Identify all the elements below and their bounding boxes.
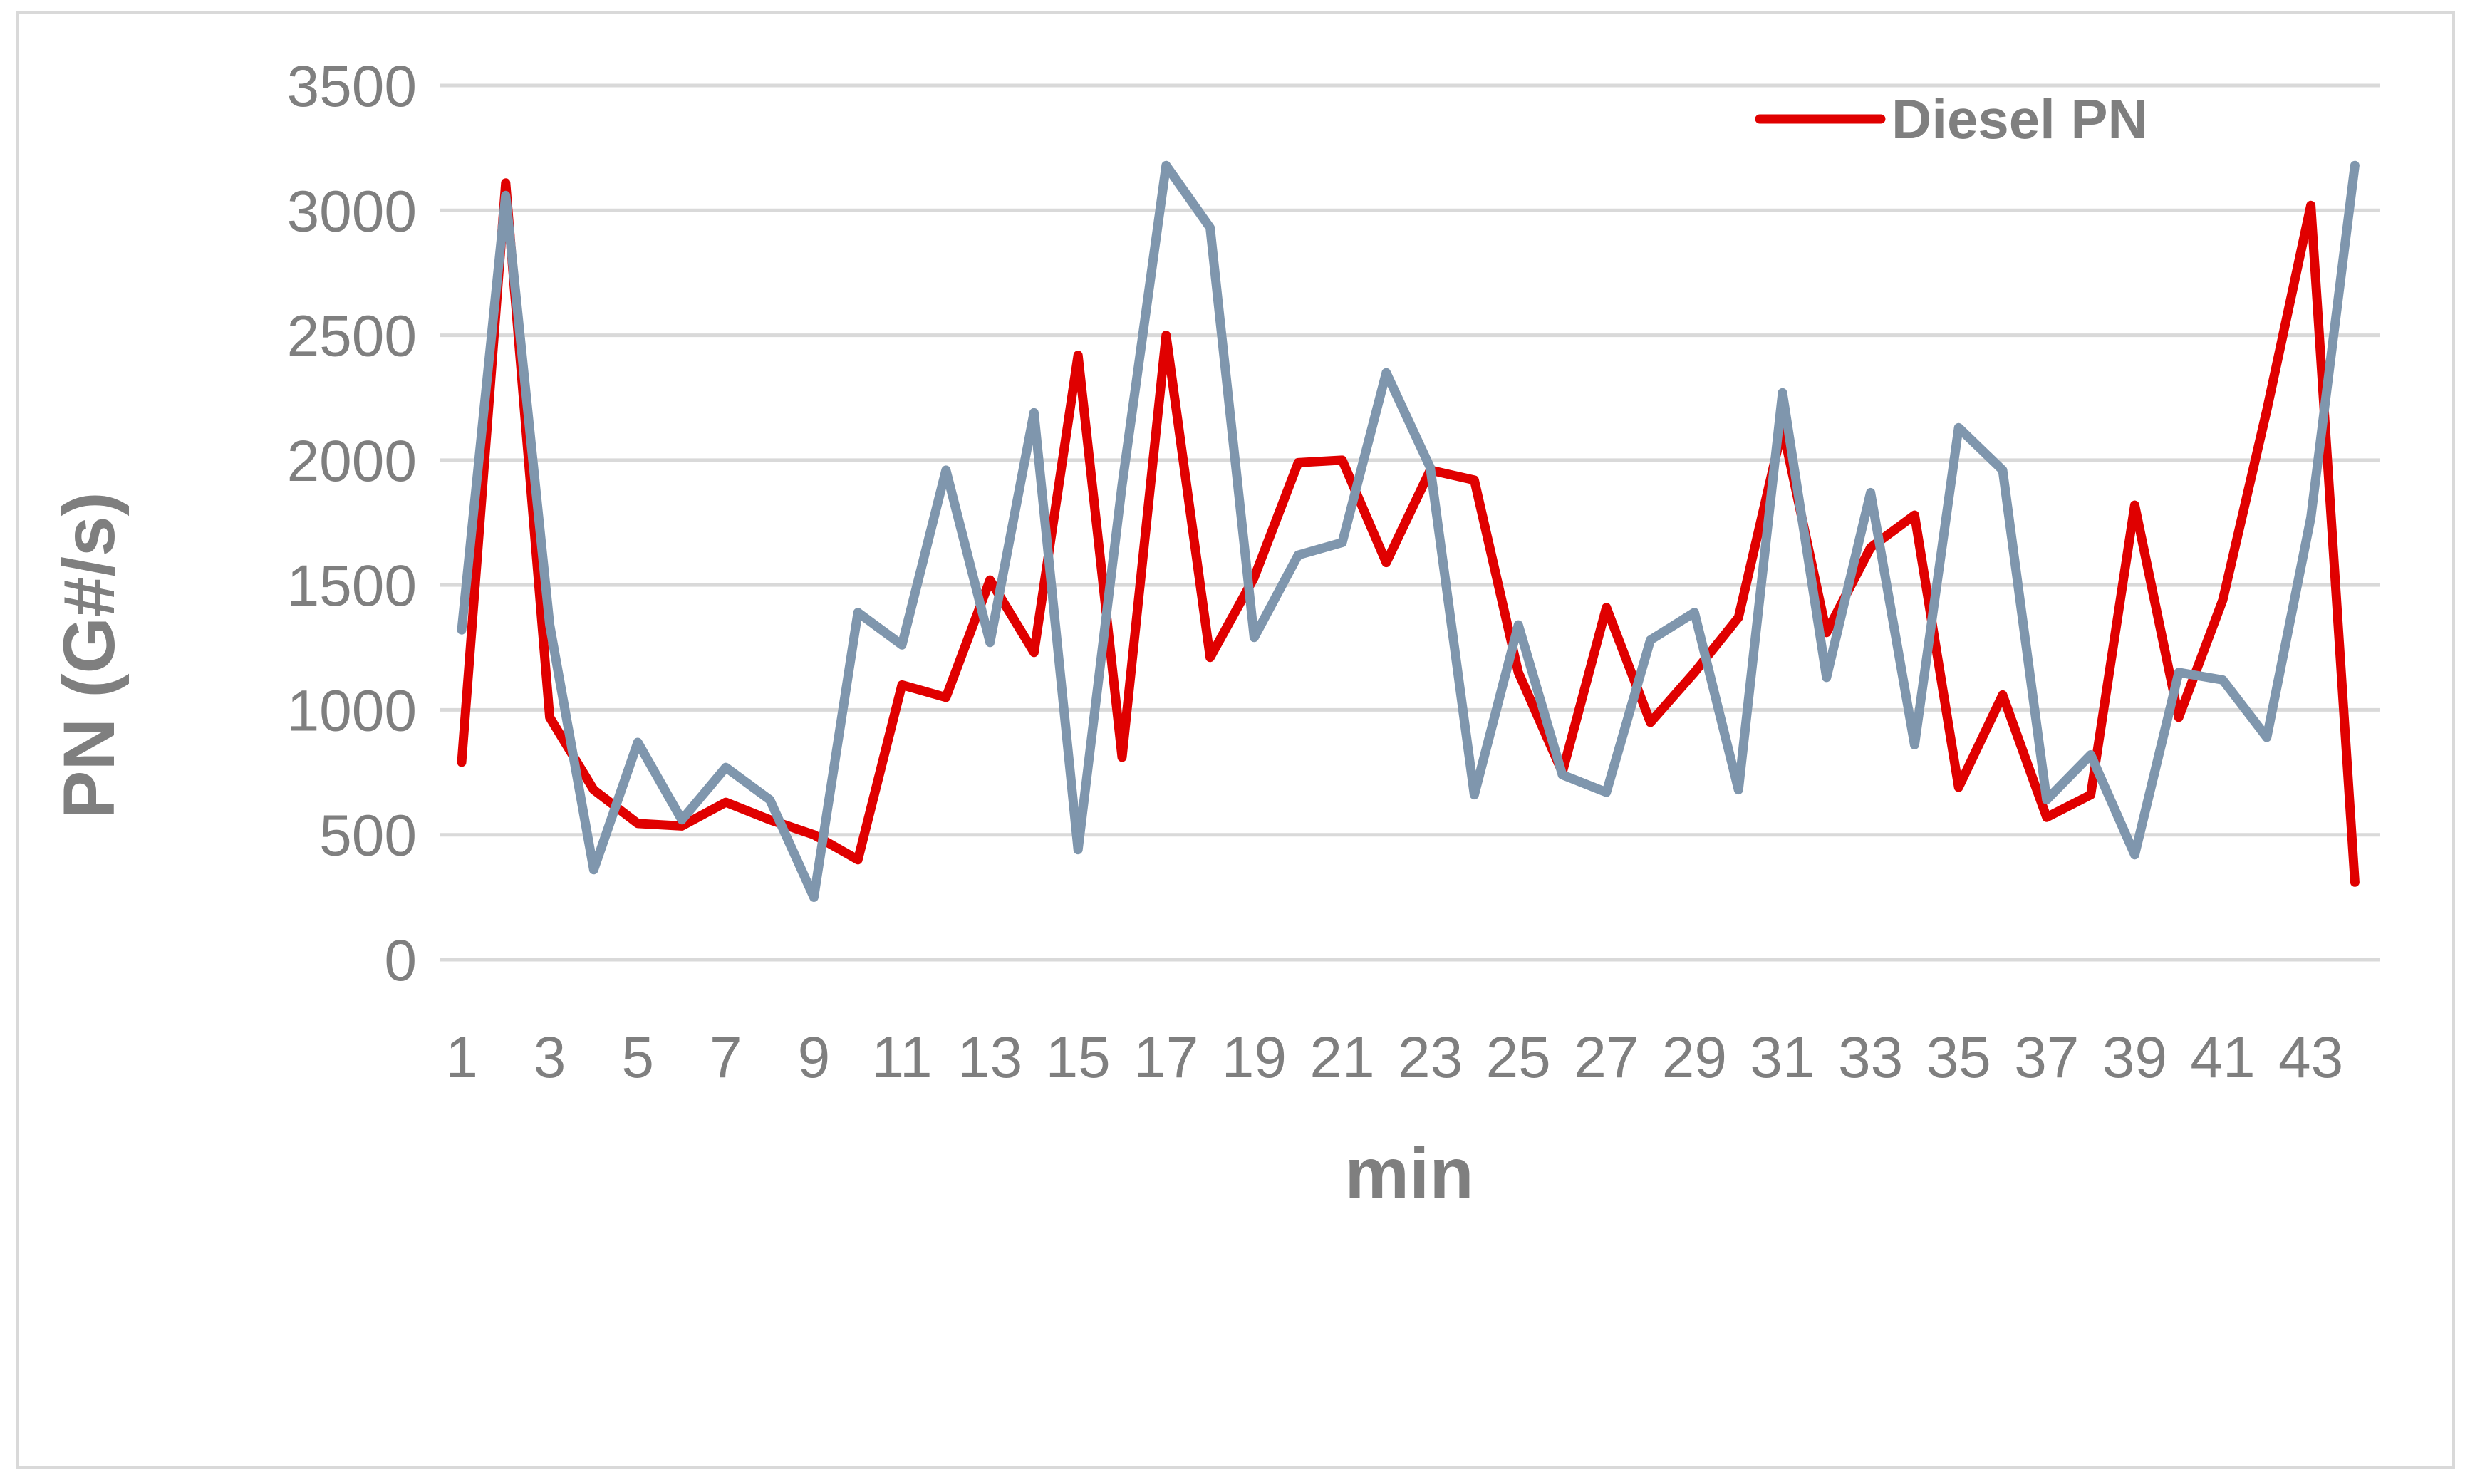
x-tick-label: 15 — [1046, 1025, 1111, 1090]
x-tick-label: 21 — [1309, 1025, 1374, 1090]
y-tick-label: 2000 — [287, 429, 417, 494]
x-tick-label: 3 — [534, 1025, 566, 1090]
y-tick-label: 1000 — [287, 678, 417, 743]
x-tick-label: 25 — [1486, 1025, 1551, 1090]
chart-frame — [16, 11, 2455, 1469]
y-tick-label: 3500 — [287, 54, 417, 119]
y-tick-label: 500 — [319, 804, 417, 868]
y-tick-label: 1500 — [287, 554, 417, 618]
y-axis-title: PN (G#/s) — [48, 492, 130, 819]
x-tick-label: 23 — [1398, 1025, 1463, 1090]
x-tick-label: 39 — [2102, 1025, 2167, 1090]
legend-label-diesel-pn: Diesel PN — [1892, 88, 2148, 150]
x-axis-title: min — [1344, 1133, 1473, 1214]
x-tick-label: 5 — [621, 1025, 654, 1090]
x-tick-label: 13 — [958, 1025, 1022, 1090]
x-tick-label: 9 — [798, 1025, 831, 1090]
legend[interactable]: Diesel PN — [1755, 88, 2148, 150]
grid-layer — [440, 83, 2380, 962]
x-tick-label: 29 — [1662, 1025, 1727, 1090]
x-tick-label: 41 — [2190, 1025, 2255, 1090]
series-layer — [457, 160, 2360, 902]
x-tick-label: 7 — [710, 1025, 742, 1090]
x-axis-ticks: 1 3 5 7 9 11 13 15 17 19 21 23 25 27 29 31 33 35 37 39 41 43 — [445, 1025, 2343, 1090]
x-tick-label: 43 — [2278, 1025, 2343, 1090]
x-tick-label: 17 — [1133, 1025, 1198, 1090]
y-axis-ticks: 0 500 1000 1500 2000 2500 3000 3500 — [287, 54, 417, 993]
x-tick-label: 31 — [1750, 1025, 1815, 1090]
x-tick-label: 19 — [1222, 1025, 1287, 1090]
x-tick-label: 37 — [2014, 1025, 2079, 1090]
x-tick-label: 27 — [1574, 1025, 1639, 1090]
y-tick-label: 2500 — [287, 304, 417, 369]
y-tick-label: 3000 — [287, 179, 417, 244]
y-tick-label: 0 — [384, 928, 417, 993]
x-tick-label: 1 — [445, 1025, 478, 1090]
x-tick-label: 11 — [871, 1025, 932, 1090]
x-tick-label: 35 — [1926, 1025, 1991, 1090]
x-tick-label: 33 — [1838, 1025, 1903, 1090]
series-line-2 — [457, 160, 2360, 902]
